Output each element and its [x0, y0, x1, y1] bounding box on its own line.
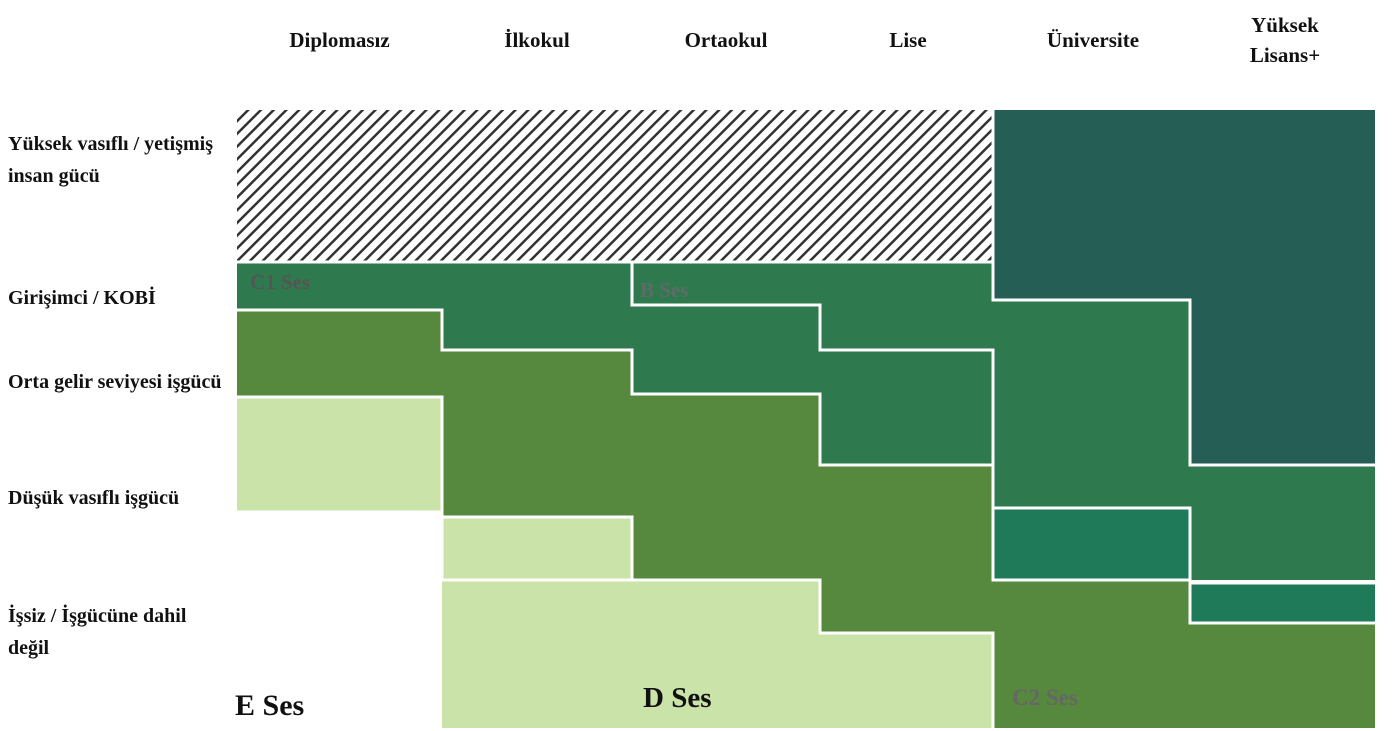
region-d-lower-3: [820, 633, 993, 728]
boundary-b-c1: [630, 262, 1192, 580]
boundary-c2-c1: [237, 308, 1375, 625]
region-b: [993, 508, 1190, 580]
column-header-ilkokul: İlkokul: [504, 27, 570, 52]
column-header-lise: Lise: [889, 27, 927, 52]
column-header-universite: Üniversite: [1046, 27, 1140, 52]
boundaries: [237, 110, 1375, 728]
column-header-ortaokul: Ortaokul: [684, 27, 768, 52]
row-label-dusuk-vasifli: Düşük vasıflı işgücü: [8, 487, 180, 509]
column-header-diplomasiz: Diplomasız: [289, 27, 390, 52]
region-c1: [237, 262, 1375, 580]
boundary-a: [991, 110, 1375, 467]
row-label-yuksek-vasifli: Yüksek vasıflı / yetişmiş insan gücü: [8, 133, 214, 187]
region-b-small: [1190, 583, 1375, 623]
row-label-girisimci: Girişimci / KOBİ: [8, 287, 156, 309]
class-label-c2: C2 Ses: [1012, 685, 1078, 710]
row-label-issiz: İşsiz / İşgücüne dahil değil: [8, 605, 187, 659]
boundary-e-d: [237, 510, 632, 582]
region-d-lower-2: [632, 580, 820, 728]
class-label-d: D Ses: [643, 682, 711, 714]
column-header-yuksek-lisans: Yüksek Lisans+: [1249, 12, 1321, 67]
class-label-c1: C1 Ses: [250, 270, 310, 294]
region-e: [237, 512, 442, 728]
hatched-area: [237, 110, 993, 262]
boundary-d-c2: [237, 395, 995, 728]
class-label-e: E Ses: [235, 689, 304, 722]
region-d-lower: [442, 517, 632, 728]
class-label-b: B Ses: [640, 278, 688, 302]
region-c2: [237, 310, 1375, 728]
row-label-orta-gelir: Orta gelir seviyesi işgücü: [8, 371, 222, 393]
region-a: [993, 110, 1375, 465]
region-d-upper: [237, 397, 442, 512]
